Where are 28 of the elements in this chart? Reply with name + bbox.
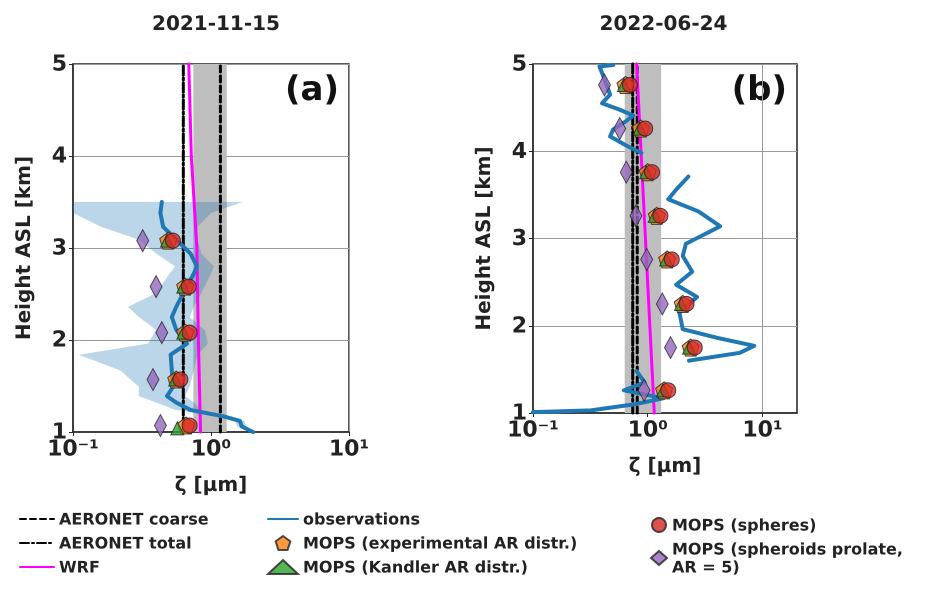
y-tick-label: 4	[52, 144, 67, 168]
legend-label: MOPS (spheroids prolate, AR = 5)	[672, 540, 909, 576]
legend-label: AERONET coarse	[59, 510, 209, 528]
y-tick-label: 2	[52, 328, 67, 352]
y-axis-title: Height ASL [km]	[471, 146, 495, 331]
x-tick-label: 10¹	[328, 436, 370, 462]
y-tick-label: 3	[52, 236, 67, 260]
chart-title: 2022-06-24	[600, 11, 728, 35]
y-tick-label: 2	[512, 313, 527, 338]
x-tick-label: 10¹	[742, 418, 783, 442]
legend-label: MOPS (spheres)	[672, 516, 816, 534]
y-tick-label: 5	[52, 52, 67, 76]
annotation: (b)	[732, 69, 787, 109]
legend-label: observations	[303, 510, 420, 528]
legend-label: AERONET total	[59, 534, 192, 552]
legend-label: MOPS (Kandler AR distr.)	[303, 558, 528, 576]
y-tick-label: 4	[512, 138, 527, 164]
y-tick-label: 3	[512, 226, 527, 251]
legend-label: MOPS (experimental AR distr.)	[303, 534, 578, 552]
annotation: (a)	[284, 69, 339, 109]
y-axis-title: Height ASL [km]	[11, 156, 35, 340]
y-tick-label: 5	[512, 52, 527, 76]
chart-title: 2021-11-15	[152, 11, 280, 35]
x-tick-label: 10⁰	[628, 418, 668, 442]
x-axis-title: ζ [μm]	[628, 453, 702, 477]
x-tick-label: 10⁰	[190, 436, 232, 462]
x-axis-title: ζ [μm]	[174, 472, 248, 496]
legend-label: WRF	[59, 558, 100, 576]
